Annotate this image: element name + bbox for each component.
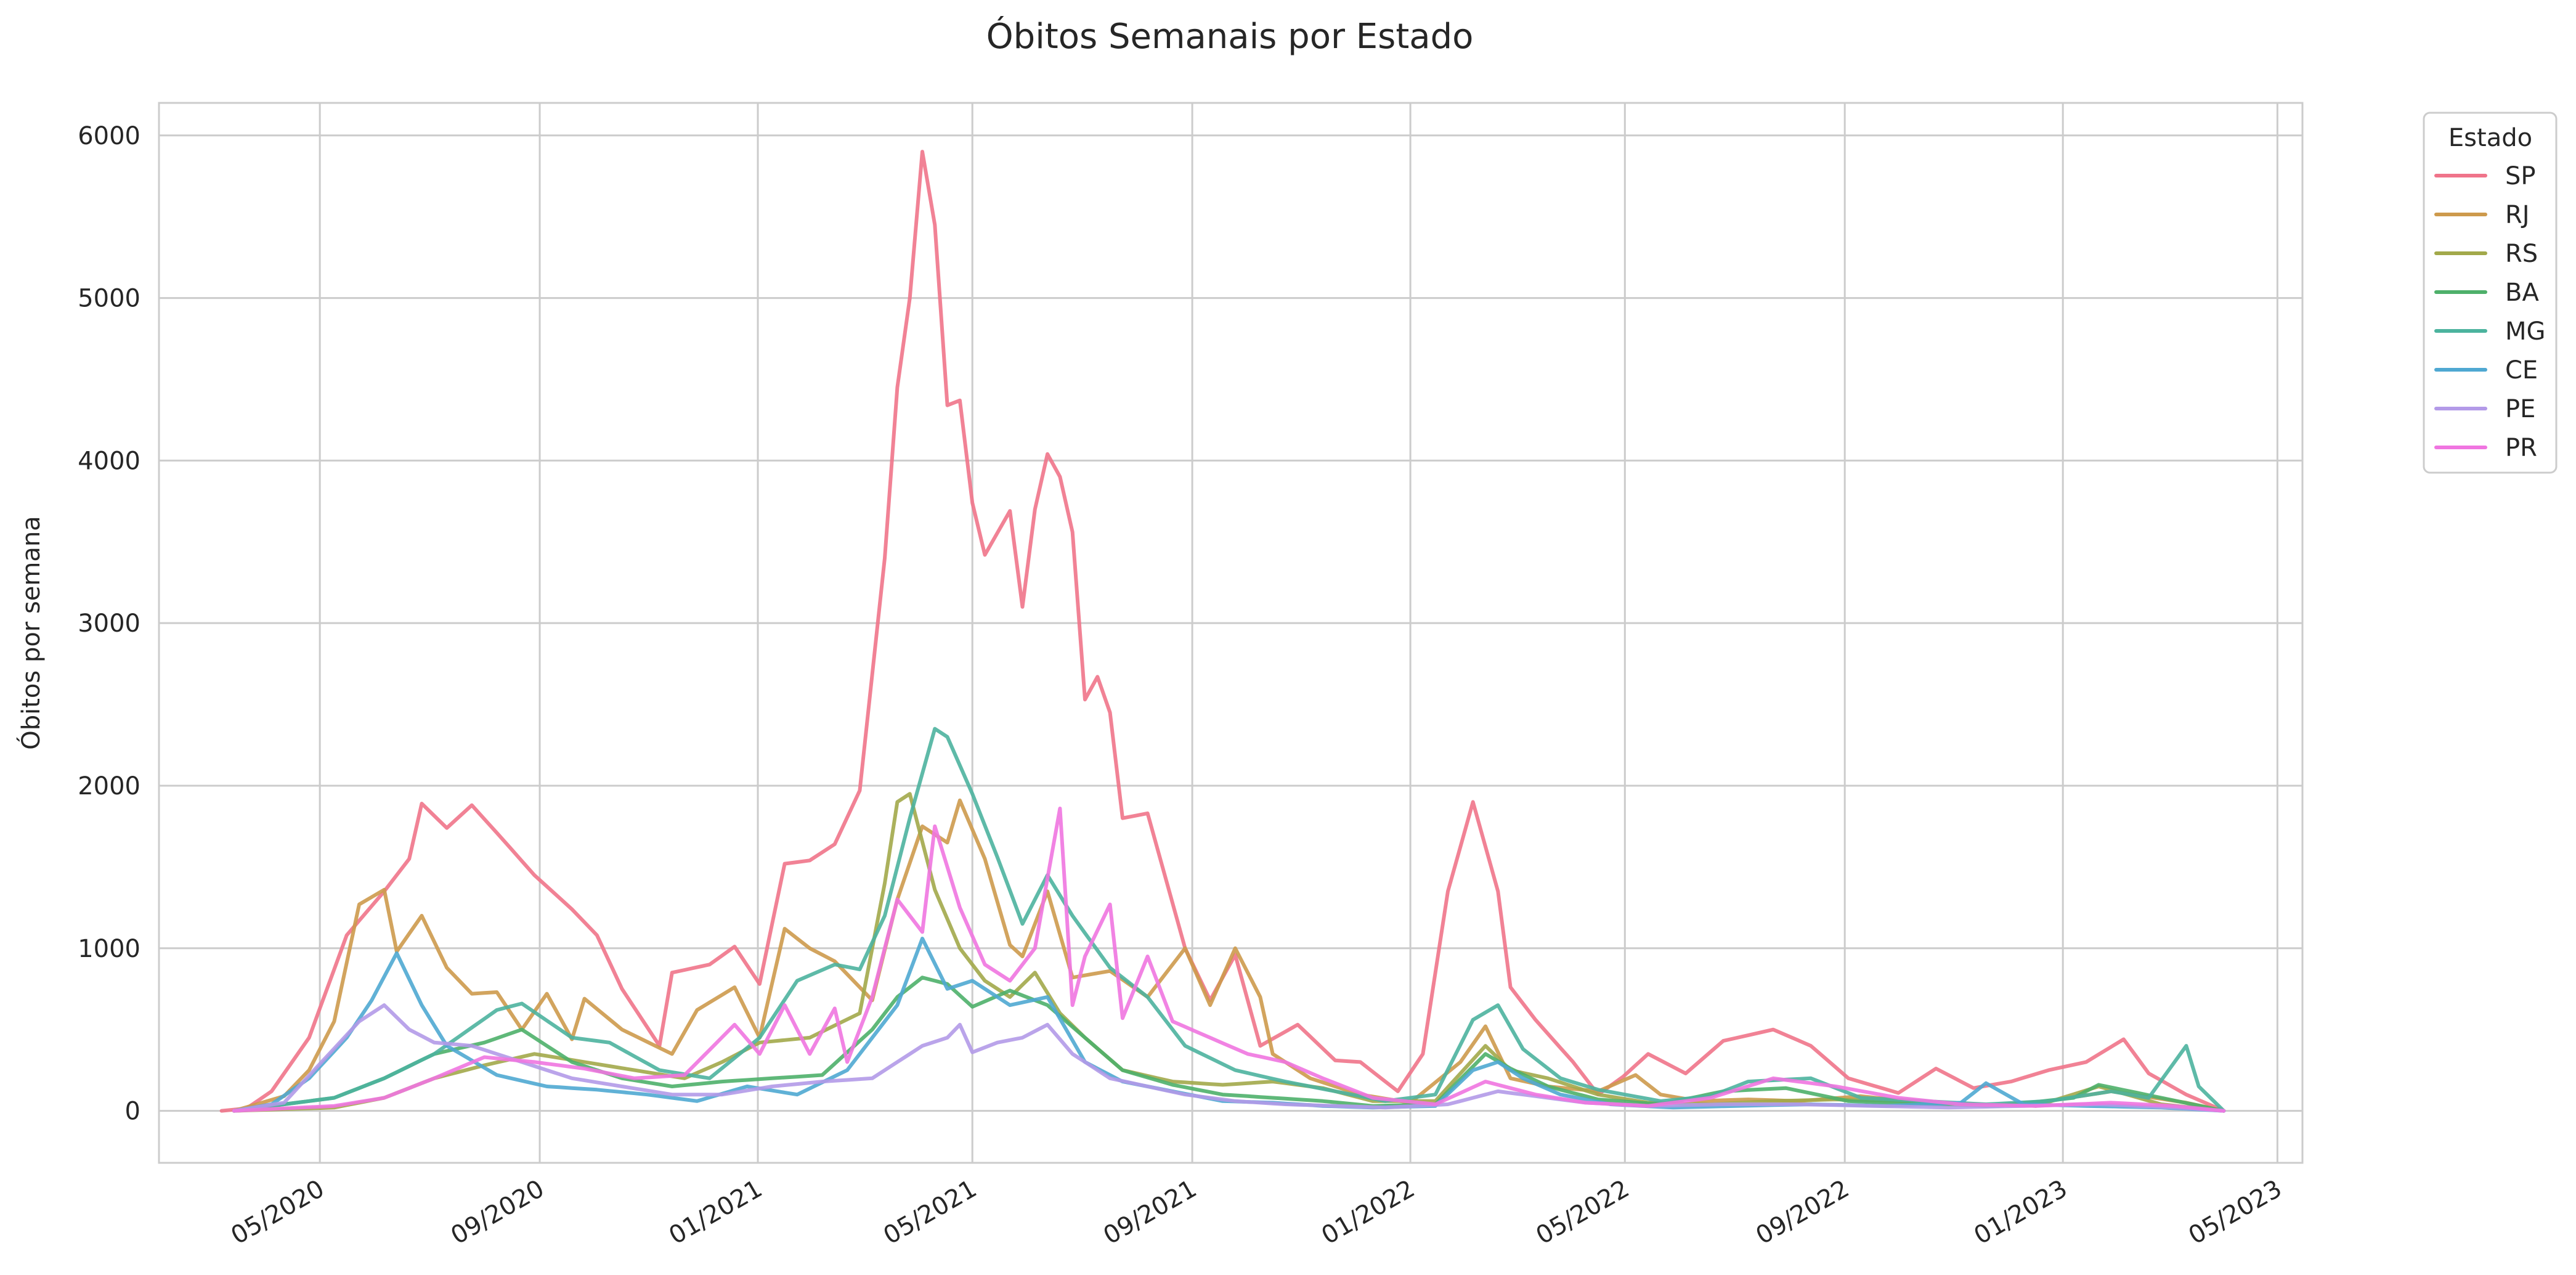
legend-label: CE xyxy=(2505,356,2538,385)
x-tick-label: 01/2022 xyxy=(1317,1175,1420,1250)
y-tick-label: 0 xyxy=(125,1098,140,1126)
chart-title: Óbitos Semanais por Estado xyxy=(986,17,1474,57)
legend-label: RJ xyxy=(2505,201,2530,229)
legend-title: Estado xyxy=(2448,124,2532,152)
legend-items: SP RJ RS BA MG CE PE PR xyxy=(2434,162,2546,462)
y-tick-label: 4000 xyxy=(78,447,140,475)
x-tick-label: 05/2023 xyxy=(2184,1175,2286,1250)
y-axis-ticks: 0 1000 2000 3000 4000 5000 6000 xyxy=(78,122,140,1126)
series-line-pe xyxy=(232,1003,2226,1113)
x-tick-label: 09/2021 xyxy=(1099,1175,1201,1250)
series-line-pr xyxy=(232,806,2226,1113)
y-tick-label: 1000 xyxy=(78,935,140,963)
x-tick-label: 05/2020 xyxy=(226,1175,329,1250)
x-tick-label: 09/2022 xyxy=(1751,1175,1854,1250)
y-axis-label: Óbitos por semana xyxy=(16,516,46,750)
x-tick-label: 09/2020 xyxy=(446,1175,549,1250)
x-tick-label: 05/2022 xyxy=(1531,1175,1634,1250)
x-axis-ticks: 05/2020 09/2020 01/2021 05/2021 09/2021 01/20… xyxy=(226,1175,2286,1250)
x-tick-label: 01/2023 xyxy=(1969,1175,2072,1250)
legend-label: PR xyxy=(2505,434,2537,462)
legend-label: SP xyxy=(2505,162,2536,190)
y-tick-label: 2000 xyxy=(78,772,140,800)
plot-area xyxy=(158,102,2304,1164)
legend-label: PE xyxy=(2505,395,2535,423)
legend-frame xyxy=(2423,112,2558,474)
y-tick-label: 6000 xyxy=(78,122,140,150)
y-tick-label: 3000 xyxy=(78,609,140,638)
series-line-mg xyxy=(232,727,2226,1113)
x-tick-label: 01/2021 xyxy=(664,1175,767,1250)
legend-label: MG xyxy=(2505,317,2546,346)
gridlines xyxy=(159,103,2302,1163)
legend-label: BA xyxy=(2505,279,2539,307)
legend-label: RS xyxy=(2505,240,2538,268)
series-line-ba xyxy=(232,976,2226,1113)
x-tick-label: 05/2021 xyxy=(879,1175,981,1250)
legend: Estado SP RJ RS BA MG CE PE PR xyxy=(2423,112,2558,474)
y-tick-label: 5000 xyxy=(78,285,140,313)
series-lines xyxy=(219,150,2226,1113)
